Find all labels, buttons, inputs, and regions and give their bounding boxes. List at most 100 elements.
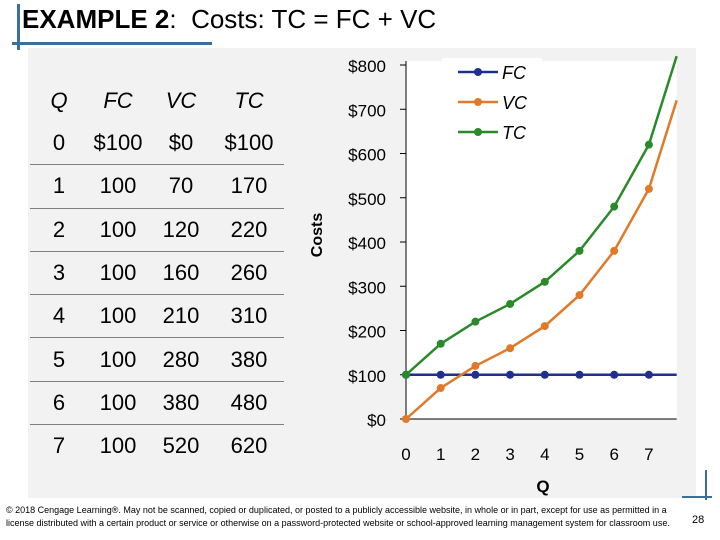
data-point-fc [506, 370, 515, 379]
table-row: 6 100 380 480 [30, 381, 284, 426]
data-point-tc [436, 339, 445, 348]
cell-tc: 310 [214, 294, 284, 339]
cell-fc: 100 [88, 208, 148, 252]
cell-tc: 170 [214, 164, 284, 209]
cell-q: 2 [30, 208, 88, 252]
title-colon: : [169, 4, 177, 34]
title-accent-horizontal [12, 42, 212, 45]
cost-table: Q FC VC TC 0 $100 $0 $100 1 100 70 170 2… [30, 80, 284, 467]
cell-tc: 260 [214, 251, 284, 296]
cell-vc: 380 [148, 381, 214, 426]
cell-fc: 100 [88, 164, 148, 209]
slide-title: EXAMPLE 2: Costs: TC = FC + VC [22, 4, 436, 35]
header-fc: FC [103, 88, 133, 113]
copyright-notice: © 2018 Cengage Learning®. May not be sca… [6, 505, 670, 528]
x-tick-label: 1 [436, 445, 445, 464]
data-point-tc [506, 299, 515, 308]
table-row: 5 100 280 380 [30, 337, 284, 382]
data-point-fc [644, 370, 653, 379]
cell-tc: 380 [214, 337, 284, 382]
table-row: 4 100 210 310 [30, 294, 284, 339]
cell-fc: 100 [88, 294, 148, 339]
cell-fc: 100 [88, 381, 148, 426]
legend-marker-vc [474, 98, 482, 106]
x-tick-label: 7 [644, 445, 653, 464]
data-point-vc [540, 322, 549, 331]
cell-vc: 520 [162, 433, 200, 459]
cell-tc: 480 [214, 381, 284, 426]
title-prefix: EXAMPLE 2 [22, 4, 170, 34]
cell-fc: 100 [88, 251, 148, 296]
cell-fc: 100 [88, 337, 148, 382]
data-point-tc [575, 246, 584, 255]
data-point-vc [610, 246, 619, 255]
cell-q: 3 [30, 251, 88, 296]
cell-vc: 210 [148, 294, 214, 339]
title-text: Costs: TC = FC + VC [191, 4, 437, 34]
y-tick-label: $700 [348, 101, 386, 120]
table-row: 7 100 520 620 [30, 425, 284, 468]
cell-tc: 620 [230, 433, 268, 459]
data-point-vc [575, 291, 584, 300]
legend-label-tc: TC [502, 123, 527, 143]
y-tick-label: $800 [348, 57, 386, 76]
data-point-fc [540, 370, 549, 379]
cell-q: 5 [30, 337, 88, 382]
x-axis-label: Q [536, 477, 549, 496]
y-axis-label: Costs [309, 213, 326, 258]
y-tick-label: $600 [348, 146, 386, 165]
cell-vc: 120 [148, 208, 214, 252]
legend-marker-fc [474, 68, 482, 76]
data-point-tc [402, 370, 410, 379]
data-point-vc [436, 384, 445, 393]
data-point-vc [644, 184, 653, 193]
table-header-row: Q FC VC TC [30, 80, 284, 122]
data-point-vc [402, 415, 410, 423]
data-point-tc [540, 277, 549, 286]
cell-tc: 220 [214, 208, 284, 252]
data-point-fc [610, 370, 619, 379]
x-tick-label: 5 [575, 445, 584, 464]
x-tick-label: 0 [401, 445, 410, 464]
cell-q: 4 [30, 294, 88, 339]
cell-q: 1 [30, 164, 88, 209]
cell-q: 0 [30, 122, 88, 166]
cell-vc: 280 [148, 337, 214, 382]
cell-tc: $100 [214, 122, 284, 166]
page-number: 28 [692, 514, 705, 526]
data-point-fc [436, 370, 445, 379]
legend-label-fc: FC [502, 63, 527, 83]
y-tick-label: $400 [348, 234, 386, 253]
header-q: Q [50, 88, 68, 113]
cell-vc: 70 [148, 164, 214, 209]
legend-marker-tc [474, 128, 482, 136]
data-point-fc [471, 370, 480, 379]
cell-vc: $0 [148, 122, 214, 166]
data-point-fc [575, 370, 584, 379]
table-row: 2 100 120 220 [30, 208, 284, 252]
header-tc: TC [234, 88, 264, 113]
data-point-vc [506, 344, 515, 353]
title-accent-vertical [17, 4, 20, 50]
data-point-tc [644, 140, 653, 149]
y-tick-label: $0 [367, 411, 386, 430]
x-tick-label: 6 [609, 445, 618, 464]
y-tick-label: $300 [348, 278, 386, 297]
data-point-vc [471, 361, 480, 370]
table-row: 1 100 70 170 [30, 164, 284, 209]
cell-q: 6 [30, 381, 88, 426]
data-point-tc [610, 202, 619, 211]
x-tick-label: 2 [471, 445, 480, 464]
y-tick-label: $100 [348, 367, 386, 386]
table-row: 0 $100 $0 $100 [30, 122, 284, 166]
cell-q: 7 [52, 433, 66, 459]
cell-vc: 160 [148, 251, 214, 296]
y-tick-label: $200 [348, 323, 386, 342]
header-vc: VC [165, 88, 197, 113]
corner-accent-horizontal [682, 496, 712, 498]
corner-accent-vertical [705, 470, 707, 500]
y-tick-label: $500 [348, 190, 386, 209]
cell-fc: $100 [88, 122, 148, 166]
legend-label-vc: VC [502, 93, 528, 113]
